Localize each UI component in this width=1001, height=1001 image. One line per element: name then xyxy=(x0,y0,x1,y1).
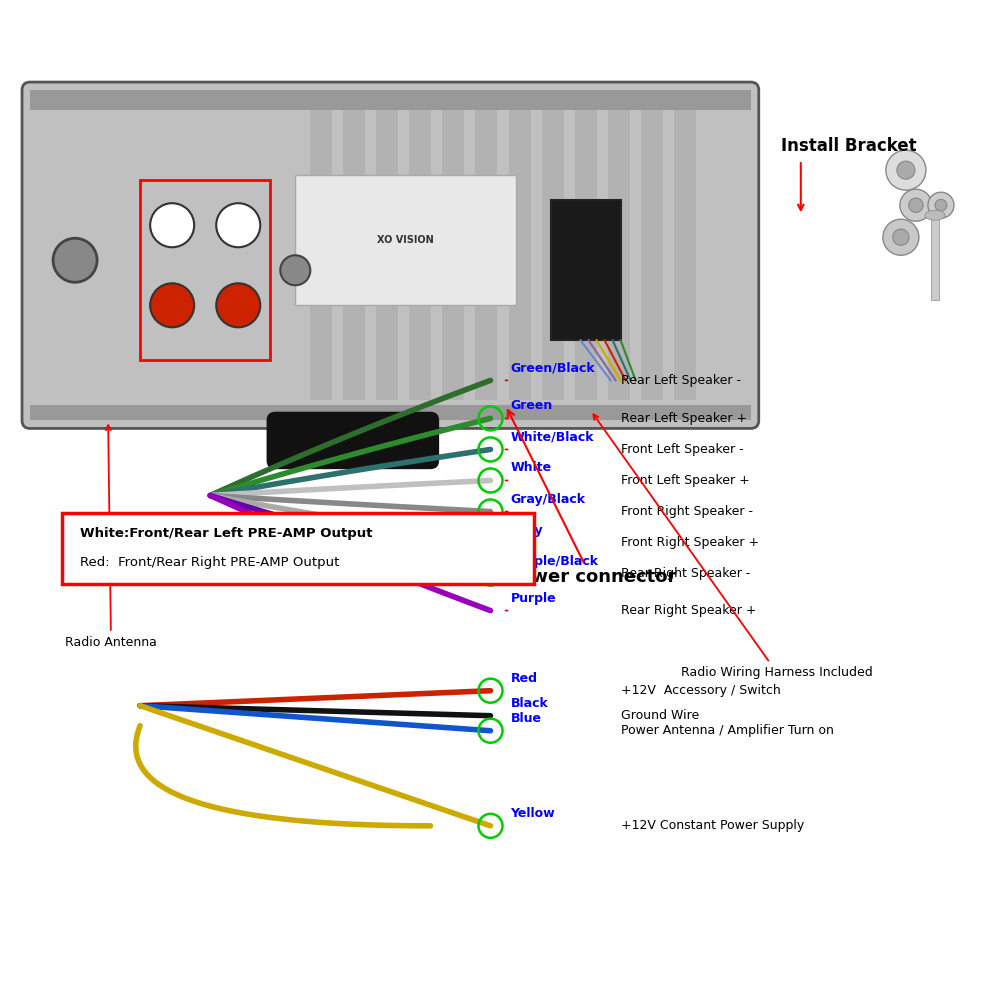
Bar xyxy=(575,110,597,400)
Text: XO VISION: XO VISION xyxy=(377,235,433,245)
Text: Power connector: Power connector xyxy=(506,410,676,586)
Circle shape xyxy=(928,192,954,218)
Text: Purple: Purple xyxy=(511,592,557,605)
Text: +12V Constant Power Supply: +12V Constant Power Supply xyxy=(621,820,804,832)
Text: Gray/Black: Gray/Black xyxy=(511,492,586,506)
FancyBboxPatch shape xyxy=(267,412,438,468)
Circle shape xyxy=(53,238,97,282)
Text: Red:  Front/Rear Right PRE-AMP Output: Red: Front/Rear Right PRE-AMP Output xyxy=(80,557,339,569)
Bar xyxy=(931,215,939,300)
Circle shape xyxy=(150,283,194,327)
Circle shape xyxy=(935,199,947,211)
Text: Radio Antenna: Radio Antenna xyxy=(65,425,157,649)
Text: Front Left Speaker -: Front Left Speaker - xyxy=(621,443,744,455)
Text: Rear Left Speaker -: Rear Left Speaker - xyxy=(621,374,741,386)
Bar xyxy=(608,110,630,400)
Circle shape xyxy=(893,229,909,245)
Circle shape xyxy=(883,219,919,255)
Text: Rear Right Speaker -: Rear Right Speaker - xyxy=(621,568,750,580)
Circle shape xyxy=(900,189,932,221)
Bar xyxy=(310,110,332,400)
FancyBboxPatch shape xyxy=(295,175,516,305)
Text: Yellow: Yellow xyxy=(511,807,556,820)
Text: Front Left Speaker +: Front Left Speaker + xyxy=(621,474,750,486)
Bar xyxy=(343,110,365,400)
Text: Front Right Speaker +: Front Right Speaker + xyxy=(621,537,759,549)
Bar xyxy=(674,110,696,400)
Circle shape xyxy=(886,150,926,190)
Bar xyxy=(140,180,270,360)
Text: Power Antenna / Amplifier Turn on: Power Antenna / Amplifier Turn on xyxy=(621,725,834,737)
Text: Blue: Blue xyxy=(511,712,542,725)
Bar xyxy=(551,200,621,340)
Text: Front Right Speaker -: Front Right Speaker - xyxy=(621,506,753,518)
FancyBboxPatch shape xyxy=(22,82,759,428)
Circle shape xyxy=(897,161,915,179)
Bar xyxy=(475,110,497,400)
FancyBboxPatch shape xyxy=(62,513,534,584)
Text: Gray: Gray xyxy=(511,524,544,537)
Text: Green/Black: Green/Black xyxy=(511,361,596,374)
Bar xyxy=(30,90,751,110)
Circle shape xyxy=(150,203,194,247)
Text: White/Black: White/Black xyxy=(511,430,594,443)
Text: White: White xyxy=(511,461,552,474)
Circle shape xyxy=(909,198,923,212)
Text: Green: Green xyxy=(511,399,553,412)
Bar xyxy=(509,110,531,400)
Bar xyxy=(442,110,464,400)
Text: +12V  Accessory / Switch: +12V Accessory / Switch xyxy=(621,685,781,697)
Bar xyxy=(542,110,564,400)
Bar xyxy=(30,405,751,420)
Bar xyxy=(376,110,398,400)
Text: Rear Right Speaker +: Rear Right Speaker + xyxy=(621,605,756,617)
Text: Rear Left Speaker +: Rear Left Speaker + xyxy=(621,412,747,424)
Text: White:Front/Rear Left PRE-AMP Output: White:Front/Rear Left PRE-AMP Output xyxy=(80,528,372,540)
Circle shape xyxy=(216,203,260,247)
Bar xyxy=(641,110,663,400)
Text: Radio Wiring Harness Included: Radio Wiring Harness Included xyxy=(594,414,873,679)
Circle shape xyxy=(280,255,310,285)
Ellipse shape xyxy=(925,210,945,220)
Text: Red: Red xyxy=(511,672,538,685)
Text: Ground Wire: Ground Wire xyxy=(621,710,699,722)
Text: Install Bracket: Install Bracket xyxy=(781,137,916,155)
Bar xyxy=(409,110,431,400)
Circle shape xyxy=(216,283,260,327)
Text: Black: Black xyxy=(511,697,549,710)
Text: Purple/Black: Purple/Black xyxy=(511,555,599,568)
